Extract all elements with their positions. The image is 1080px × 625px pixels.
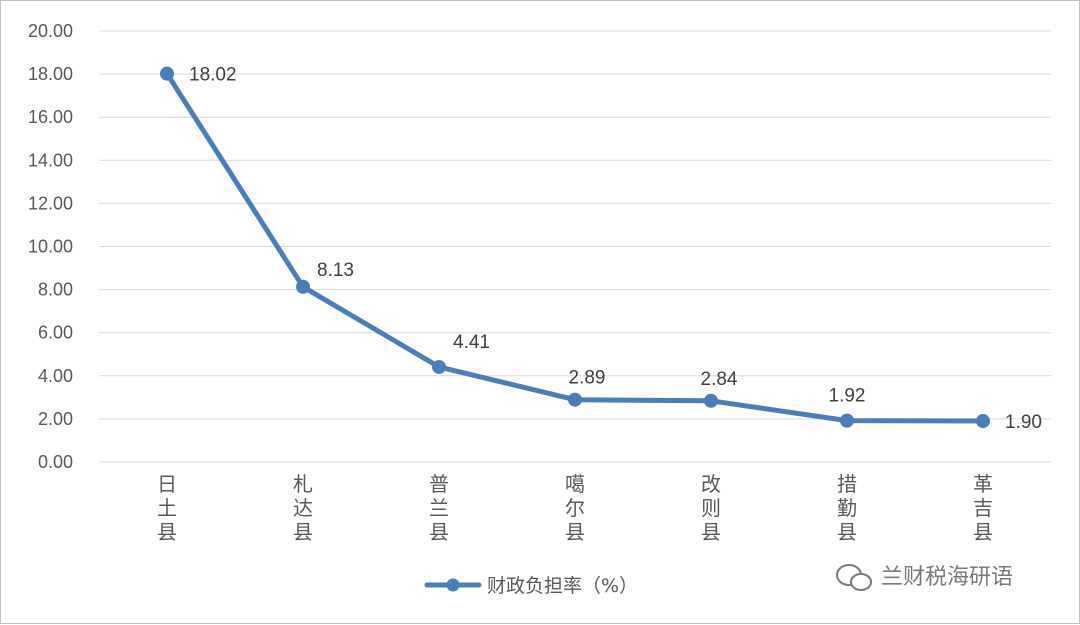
x-category-label: 噶尔县 [565,472,585,544]
data-point-marker [568,392,582,407]
y-tick-label: 12.00 [28,193,73,213]
y-tick-label: 6.00 [38,323,73,343]
data-label: 1.90 [1005,412,1042,433]
y-tick-label: 8.00 [38,280,73,300]
y-axis-ticks: 0.00 2.00 4.00 6.00 8.00 10.00 12.00 14.00 16.00… [28,21,73,472]
data-point-marker [976,414,990,429]
x-axis-categories: 日土县 札达县 普兰县 噶尔县 改则县 措勤县 革吉县 [157,472,993,544]
legend-marker-swatch [446,578,460,592]
data-point-marker [840,413,854,428]
x-category-label: 措勤县 [837,472,857,544]
data-label: 18.02 [189,65,237,86]
x-category-label: 日土县 [157,472,177,544]
data-label: 2.84 [701,369,738,390]
x-category-label: 札达县 [293,472,313,544]
y-tick-label: 14.00 [28,150,73,170]
y-tick-label: 0.00 [38,452,73,472]
legend: 财政负担率（%） [424,575,638,597]
y-tick-label: 20.00 [28,21,73,41]
y-tick-label: 18.00 [28,64,73,84]
data-point-marker [160,66,174,81]
data-label: 1.92 [829,386,866,407]
watermark: 兰财税海研语 [836,564,1013,591]
x-category-label: 革吉县 [973,472,993,544]
wechat-icon [836,564,872,591]
data-label: 2.89 [569,368,606,389]
data-labels: 18.02 8.13 4.41 2.89 2.84 1.92 1.90 [189,65,1042,433]
series-line-group [160,66,990,429]
y-tick-label: 4.00 [38,366,73,386]
legend-label: 财政负担率（%） [487,575,638,597]
data-point-marker [296,279,310,294]
watermark-text: 兰财税海研语 [881,565,1013,590]
data-label: 4.41 [453,332,490,353]
x-category-label: 改则县 [701,472,721,544]
data-label: 8.13 [317,260,354,281]
data-point-marker [432,359,446,374]
gridlines [99,30,1051,463]
x-category-label: 普兰县 [429,472,449,544]
y-tick-label: 2.00 [38,409,73,429]
data-point-marker [704,393,718,408]
y-tick-label: 16.00 [28,107,73,127]
y-tick-label: 10.00 [28,237,73,257]
